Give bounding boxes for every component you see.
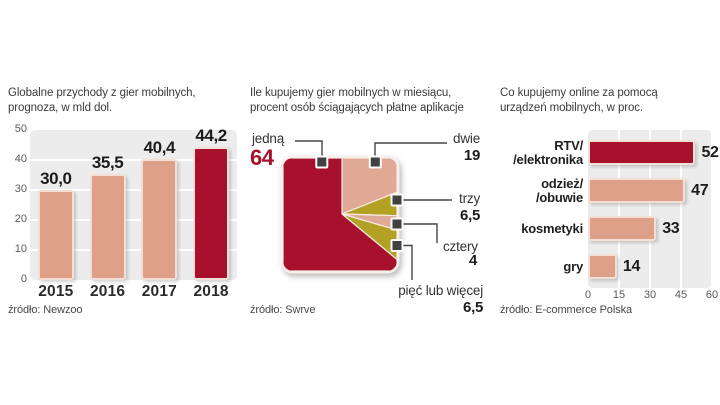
square-pie-chart — [280, 140, 452, 280]
y-tick-label-40: 40 — [14, 153, 27, 165]
purchases-chart-title: Ile kupujemy gier mobilnych w miesiącu, … — [250, 86, 492, 116]
hbar-1 — [588, 140, 696, 165]
pie-wedges — [283, 158, 397, 271]
gridline-x30 — [649, 130, 651, 288]
pie-label-four: cztery — [443, 239, 478, 254]
category-label-1-line2: /elektronika — [513, 151, 583, 167]
revenue-source: źródło: Newzoo — [8, 304, 83, 316]
y-tick-label-0: 0 — [20, 273, 27, 285]
purchases-source: źródło: Swrve — [250, 304, 316, 316]
pie-markers — [315, 155, 404, 252]
gridline-x15 — [618, 130, 620, 288]
category-label-1-line1: RTV/ — [554, 138, 583, 153]
category-label-4: gry — [493, 258, 583, 274]
revenue-title-line1: Globalne przychody z gier mobilnych, — [8, 87, 196, 99]
pie-label-three: trzy — [459, 191, 480, 206]
pie-value-three: 6,5 — [460, 207, 480, 224]
pie-segment-1 — [283, 158, 397, 271]
purchases-title-line2: procent osób ściągających płatne aplikac… — [250, 102, 464, 115]
bar-value-2016: 35,5 — [91, 152, 124, 172]
leader-line-five — [403, 244, 413, 280]
x-tick-label-15: 15 — [612, 289, 626, 301]
pie-marker-4 — [390, 217, 404, 231]
hbar-value-2: 47 — [691, 182, 709, 199]
pie-marker-5 — [390, 239, 404, 252]
online-source: źródło: E-commerce Polska — [500, 304, 632, 316]
hbar-value-1: 52 — [701, 144, 719, 161]
purchases-title-line1: Ile kupujemy gier mobilnych w miesiącu, — [250, 87, 452, 99]
leader-line-two — [374, 142, 447, 156]
category-label-1: RTV//elektronika — [493, 139, 583, 166]
x-category-2016: 2016 — [89, 283, 126, 300]
category-label-2-line1: odzież/ — [541, 176, 583, 191]
pie-block-three: trzy 6,5 — [459, 191, 480, 224]
hbar-3 — [588, 216, 657, 241]
revenue-y-axis: 0 10 20 30 40 50 — [5, 0, 27, 405]
gridline-y30 — [30, 189, 237, 191]
pie-label-five: pięć lub więcej — [398, 283, 483, 298]
leader-line-one — [295, 140, 323, 156]
y-tick-label-30: 30 — [14, 183, 27, 195]
x-category-2018: 2018 — [193, 283, 229, 300]
x-tick-label-60: 60 — [705, 289, 719, 301]
category-label-2: odzież//obuwie — [493, 177, 583, 204]
pie-marker-3 — [390, 193, 404, 207]
y-tick-label-50: 50 — [14, 123, 27, 135]
pie-block-two: dwie 19 — [453, 131, 480, 164]
category-label-3: kosmetyki — [493, 220, 583, 236]
category-label-2-line2: /obuwie — [536, 189, 583, 205]
hbar-value-4: 14 — [622, 258, 641, 275]
y-tick-label-10: 10 — [14, 243, 27, 255]
bar-value-2017: 40,4 — [143, 137, 176, 157]
pie-label-two: dwie — [453, 131, 480, 146]
pie-marker-1 — [315, 155, 329, 169]
bar-value-2015: 30,0 — [40, 169, 72, 188]
pie-value-two: 19 — [463, 147, 480, 164]
bar-2015 — [37, 190, 74, 280]
online-title-line2: urządzeń mobilnych, w proc. — [500, 102, 644, 115]
pie-square-body — [280, 155, 400, 274]
y-tick-label-20: 20 — [14, 213, 27, 225]
category-label-3-line1: kosmetyki — [521, 220, 583, 236]
bar-value-2018: 44,2 — [195, 126, 227, 146]
x-tick-label-30: 30 — [643, 289, 657, 301]
online-title-line1: Co kupujemy online za pomocą — [500, 87, 658, 99]
revenue-title-line2: prognoza, w mld dol. — [8, 102, 113, 115]
pie-block-five: pięć lub więcej 6,5 — [398, 283, 483, 316]
x-tick-label-0: 0 — [584, 289, 592, 301]
pie-value-five: 6,5 — [463, 299, 483, 316]
pie-label-one: jedną — [252, 131, 285, 146]
pie-marker-2 — [368, 155, 382, 169]
gridline-x60 — [711, 130, 713, 288]
leader-line-four — [403, 223, 438, 243]
x-tick-label-45: 45 — [674, 289, 688, 301]
x-category-2017: 2017 — [141, 283, 178, 300]
gridline-y20 — [30, 219, 237, 221]
gridline-y40 — [30, 159, 237, 161]
x-category-2015: 2015 — [38, 283, 74, 300]
revenue-chart-title: Globalne przychody z gier mobilnych, pro… — [8, 86, 243, 116]
online-plot — [588, 130, 713, 288]
hbar-value-3: 33 — [662, 220, 680, 237]
gridline-x45 — [680, 130, 682, 288]
gridline-y10 — [30, 249, 237, 251]
online-chart-title: Co kupujemy online za pomocą urządzeń mo… — [500, 86, 718, 116]
pie-value-four: 4 — [468, 252, 477, 269]
category-label-4-line1: gry — [563, 258, 583, 274]
bar-2016 — [89, 173, 126, 280]
pie-value-one: 64 — [250, 145, 274, 170]
revenue-plot — [30, 130, 237, 280]
hbar-4 — [588, 254, 617, 279]
bar-2017 — [141, 158, 178, 280]
hbar-2 — [588, 178, 686, 203]
bar-2018 — [193, 147, 230, 280]
pie-leader-lines — [295, 140, 452, 280]
